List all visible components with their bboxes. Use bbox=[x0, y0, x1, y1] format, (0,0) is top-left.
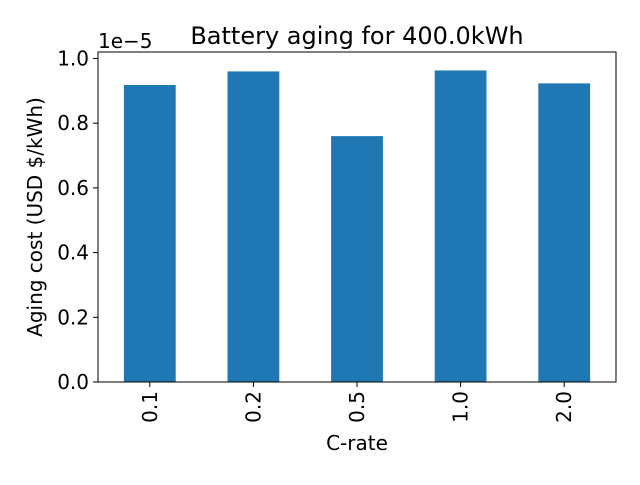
bar-0.2 bbox=[227, 71, 280, 382]
y-axis-ticks: 0.0 0.2 0.4 0.6 0.8 1.0 bbox=[57, 46, 98, 394]
y-tick-label: 0.0 bbox=[57, 370, 89, 394]
x-tick-label: 0.2 bbox=[241, 391, 265, 423]
y-tick-label: 1.0 bbox=[57, 46, 89, 70]
x-tick-label: 0.5 bbox=[345, 391, 369, 423]
bars-group bbox=[123, 70, 591, 383]
y-tick-label: 0.6 bbox=[57, 176, 89, 200]
bar-0.5 bbox=[331, 136, 383, 382]
y-tick-label: 0.4 bbox=[57, 241, 89, 265]
x-tick-label: 2.0 bbox=[552, 391, 576, 423]
bar-2.0 bbox=[538, 83, 591, 382]
y-tick-label: 0.8 bbox=[57, 111, 89, 135]
x-tick-label: 1.0 bbox=[449, 391, 473, 423]
y-axis-label: Aging cost (USD $/kWh) bbox=[23, 97, 47, 337]
x-tick-label: 0.1 bbox=[138, 391, 162, 423]
chart-title: Battery aging for 400.0kWh bbox=[190, 22, 523, 50]
y-tick-label: 0.2 bbox=[57, 305, 89, 329]
x-axis-label: C-rate bbox=[326, 431, 388, 455]
x-axis-ticks: 0.1 0.2 0.5 1.0 2.0 bbox=[138, 382, 576, 423]
plot-frame bbox=[97, 51, 617, 383]
bar-1.0 bbox=[434, 70, 487, 383]
bar-0.1 bbox=[123, 85, 176, 382]
y-axis-offset-label: 1e−5 bbox=[98, 29, 153, 53]
